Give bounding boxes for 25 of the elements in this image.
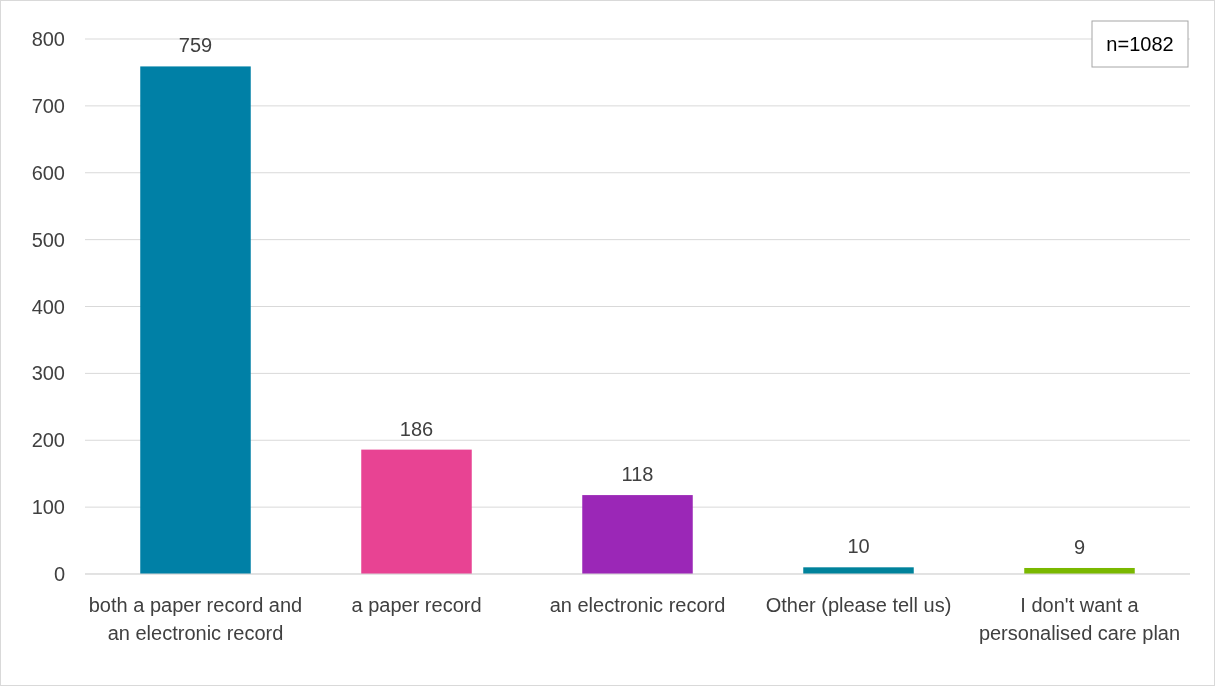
bar xyxy=(803,567,914,574)
data-label: 186 xyxy=(399,417,434,440)
x-tick-label: I don't want a personalised care plan xyxy=(978,594,1181,644)
annotation: n=1082 xyxy=(1106,33,1174,55)
data-label: 759 xyxy=(178,34,213,57)
data-label: 10 xyxy=(847,535,870,558)
x-tick-label: both a paper record and an electronic record xyxy=(88,594,303,644)
bar xyxy=(361,449,472,574)
y-tick-label: 600 xyxy=(31,161,65,184)
x-tick-label: Other (please tell us) xyxy=(765,594,952,616)
y-tick-label: 500 xyxy=(31,228,65,251)
data-label: 9 xyxy=(1073,535,1086,558)
data-label: 118 xyxy=(621,463,654,486)
note-box: n=1082 xyxy=(1091,20,1189,68)
y-tick-label: 0 xyxy=(53,563,65,585)
y-tick-label: 700 xyxy=(31,94,65,117)
x-tick-label: an electronic record xyxy=(549,594,726,616)
y-tick-label: 300 xyxy=(31,362,65,385)
x-tick-label: a paper record xyxy=(351,594,482,616)
y-tick-label: 800 xyxy=(31,28,65,50)
y-tick-label: 100 xyxy=(31,496,65,519)
bar xyxy=(582,495,693,574)
y-tick-label: 400 xyxy=(31,295,65,318)
bar xyxy=(140,66,251,574)
y-tick-label: 200 xyxy=(31,429,65,452)
